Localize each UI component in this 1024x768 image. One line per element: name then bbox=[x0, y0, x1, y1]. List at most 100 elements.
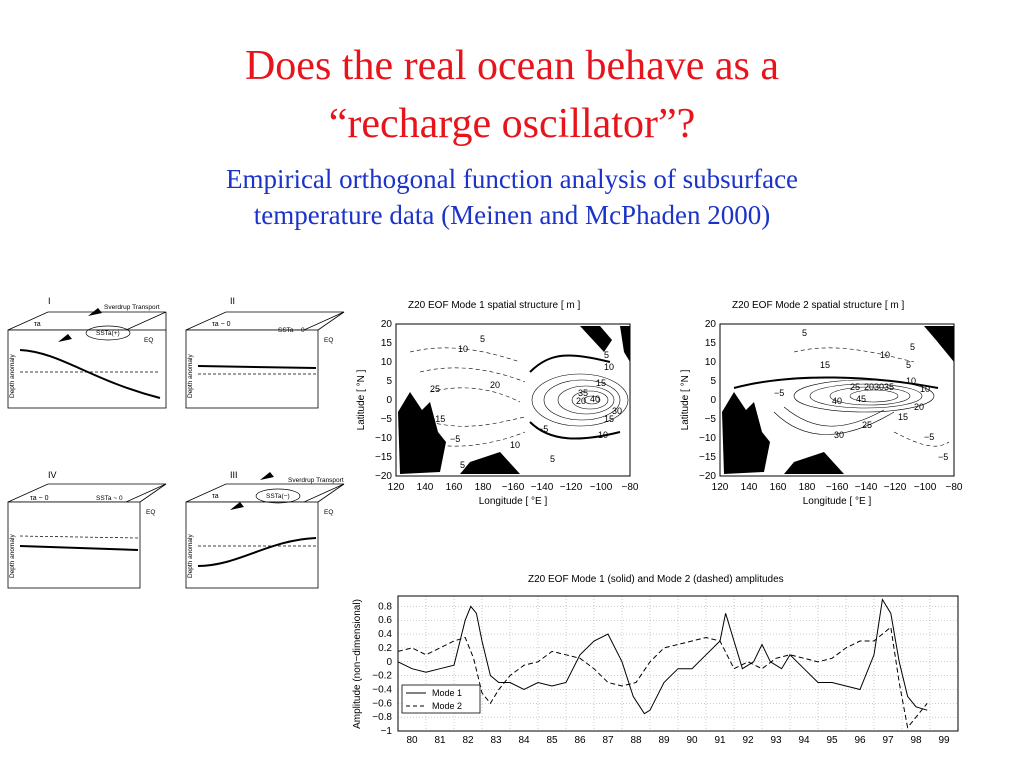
slide-subtitle-line1: Empirical orthogonal function analysis o… bbox=[225, 164, 799, 194]
svg-text:−5: −5 bbox=[705, 414, 717, 425]
svg-text:10: 10 bbox=[458, 344, 468, 354]
svg-text:−80: −80 bbox=[622, 482, 639, 493]
svg-text:140: 140 bbox=[417, 482, 434, 493]
map-y-label: Latitude [ °N ] bbox=[680, 369, 691, 430]
map-x-label: Longitude [ °E ] bbox=[479, 496, 548, 507]
slide-title-line2: “recharge oscillator”? bbox=[328, 101, 696, 147]
plot-frame bbox=[397, 595, 959, 732]
svg-text:−80: −80 bbox=[946, 482, 963, 493]
svg-text:15: 15 bbox=[705, 338, 717, 349]
x-tick-label: 94 bbox=[798, 735, 810, 746]
svg-text:−5: −5 bbox=[924, 432, 934, 442]
chart-grid bbox=[397, 596, 958, 732]
svg-text:20: 20 bbox=[864, 382, 874, 392]
sverdrup-label: Sverdrup Transport bbox=[288, 477, 344, 484]
x-tick-label: 93 bbox=[770, 735, 782, 746]
svg-text:−5: −5 bbox=[538, 424, 548, 434]
x-tick-label: 97 bbox=[882, 735, 894, 746]
svg-text:20: 20 bbox=[705, 319, 717, 330]
svg-text:15: 15 bbox=[381, 338, 393, 349]
svg-text:20: 20 bbox=[914, 402, 924, 412]
schematic-panel-2: II τa ~ 0 SSTa ~ 0 EQ Depth anomaly bbox=[185, 296, 345, 409]
y-tick-label: 0.8 bbox=[378, 601, 392, 612]
y-tick-label: 0 bbox=[386, 657, 392, 668]
eq-label: EQ bbox=[324, 509, 333, 516]
panel-roman-label: III bbox=[230, 470, 238, 480]
svg-text:20: 20 bbox=[490, 380, 500, 390]
recharge-schematic: I τa SSTa(+) EQ Sverdrup Transport Depth… bbox=[7, 296, 345, 589]
svg-text:15: 15 bbox=[596, 378, 606, 388]
chart-y-label: Amplitude (non−dimensional) bbox=[352, 599, 363, 729]
x-tick-label: 83 bbox=[490, 735, 502, 746]
y-tick-label: −0.4 bbox=[372, 684, 392, 695]
svg-text:160: 160 bbox=[770, 482, 787, 493]
eq-label: EQ bbox=[146, 509, 155, 516]
svg-text:35: 35 bbox=[578, 388, 588, 398]
map-contour-labels: 5 5 10 15 20 25 30 35 40 45 10 5 15 20 2… bbox=[774, 328, 948, 462]
svg-text:180: 180 bbox=[799, 482, 816, 493]
depth-anomaly-label: Depth anomaly bbox=[187, 534, 194, 578]
svg-text:30: 30 bbox=[834, 430, 844, 440]
chart-legend: Mode 1 Mode 2 bbox=[401, 684, 481, 714]
amplitude-chart: Z20 EOF Mode 1 (solid) and Mode 2 (dashe… bbox=[352, 574, 959, 746]
x-tick-label: 85 bbox=[546, 735, 558, 746]
svg-text:30: 30 bbox=[874, 382, 884, 392]
depth-anomaly-label: Depth anomaly bbox=[187, 354, 194, 398]
x-tick-label: 99 bbox=[938, 735, 950, 746]
svg-text:10: 10 bbox=[410, 424, 420, 434]
svg-text:−20: −20 bbox=[375, 471, 392, 482]
chart-ticks: 0.8 0.6 0.4 0.2 0 −0.2 −0.4 −0.6 −0.8 −1 80 81 82 83 8… bbox=[372, 601, 950, 746]
svg-text:30: 30 bbox=[612, 406, 622, 416]
svg-text:10: 10 bbox=[510, 440, 520, 450]
svg-text:10: 10 bbox=[598, 430, 608, 440]
x-tick-label: 92 bbox=[742, 735, 754, 746]
x-tick-label: 91 bbox=[714, 735, 726, 746]
svg-text:15: 15 bbox=[604, 414, 614, 424]
x-tick-label: 96 bbox=[854, 735, 866, 746]
svg-text:20: 20 bbox=[381, 319, 393, 330]
eof-mode2-map: Z20 EOF Mode 2 spatial structure [ m ] 5… bbox=[680, 300, 963, 507]
legend-label-mode1: Mode 1 bbox=[432, 688, 462, 698]
svg-text:120: 120 bbox=[388, 482, 405, 493]
eof-mode1-map: Z20 EOF Mode 1 spatial structure [ m ] 5… bbox=[356, 300, 639, 507]
tau-label: τa bbox=[212, 493, 219, 500]
svg-text:40: 40 bbox=[832, 396, 842, 406]
map-x-ticks: 120 140 160 180 −160 −140 −120 −100 −80 bbox=[712, 482, 963, 493]
depth-anomaly-label: Depth anomaly bbox=[9, 534, 16, 578]
y-tick-label: −0.6 bbox=[372, 698, 392, 709]
svg-text:−10: −10 bbox=[699, 433, 716, 444]
svg-text:5: 5 bbox=[460, 460, 465, 470]
svg-text:−15: −15 bbox=[375, 452, 392, 463]
x-tick-label: 87 bbox=[602, 735, 614, 746]
svg-text:10: 10 bbox=[880, 350, 890, 360]
svg-text:40: 40 bbox=[590, 394, 600, 404]
svg-text:5: 5 bbox=[386, 376, 392, 387]
svg-text:35: 35 bbox=[884, 382, 894, 392]
map-y-ticks: 20 15 10 5 0 −5 −10 −15 −20 bbox=[375, 319, 392, 482]
svg-text:−5: −5 bbox=[381, 414, 393, 425]
x-tick-label: 84 bbox=[518, 735, 530, 746]
svg-text:−10: −10 bbox=[375, 433, 392, 444]
svg-text:−20: −20 bbox=[699, 471, 716, 482]
svg-text:25: 25 bbox=[430, 384, 440, 394]
svg-text:160: 160 bbox=[446, 482, 463, 493]
map-title: Z20 EOF Mode 2 spatial structure [ m ] bbox=[732, 300, 905, 311]
svg-text:5: 5 bbox=[604, 350, 609, 360]
svg-text:−15: −15 bbox=[699, 452, 716, 463]
map-x-ticks: 120 140 160 180 −160 −140 −120 −100 −80 bbox=[388, 482, 639, 493]
y-tick-label: 0.4 bbox=[378, 629, 392, 640]
svg-text:5: 5 bbox=[550, 454, 555, 464]
sverdrup-label: Sverdrup Transport bbox=[104, 304, 160, 311]
svg-text:20: 20 bbox=[576, 396, 586, 406]
y-tick-label: −0.8 bbox=[372, 712, 392, 723]
slide-title-line1: Does the real ocean behave as a bbox=[244, 43, 780, 89]
svg-text:5: 5 bbox=[802, 328, 807, 338]
svg-text:5: 5 bbox=[906, 360, 911, 370]
svg-text:140: 140 bbox=[741, 482, 758, 493]
tau-label: τa ~ 0 bbox=[30, 495, 49, 502]
schematic-panel-1: I τa SSTa(+) EQ Sverdrup Transport Depth… bbox=[7, 296, 167, 409]
svg-text:−120: −120 bbox=[560, 482, 583, 493]
schematic-panel-4: IV τa ~ 0 SSTa ~ 0 EQ Depth anomaly bbox=[7, 470, 167, 589]
x-tick-label: 81 bbox=[434, 735, 446, 746]
svg-text:−15: −15 bbox=[430, 414, 445, 424]
